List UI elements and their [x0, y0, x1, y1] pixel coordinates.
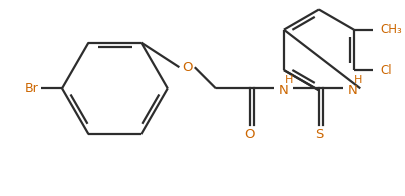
Text: Cl: Cl: [381, 64, 392, 77]
Text: H: H: [285, 75, 293, 85]
Text: S: S: [315, 128, 323, 141]
Text: N: N: [278, 84, 288, 97]
Text: CH₃: CH₃: [381, 23, 403, 36]
Text: Br: Br: [25, 82, 39, 95]
Text: O: O: [182, 61, 192, 74]
Text: N: N: [348, 84, 358, 97]
Text: H: H: [354, 75, 362, 85]
Text: O: O: [244, 128, 255, 141]
